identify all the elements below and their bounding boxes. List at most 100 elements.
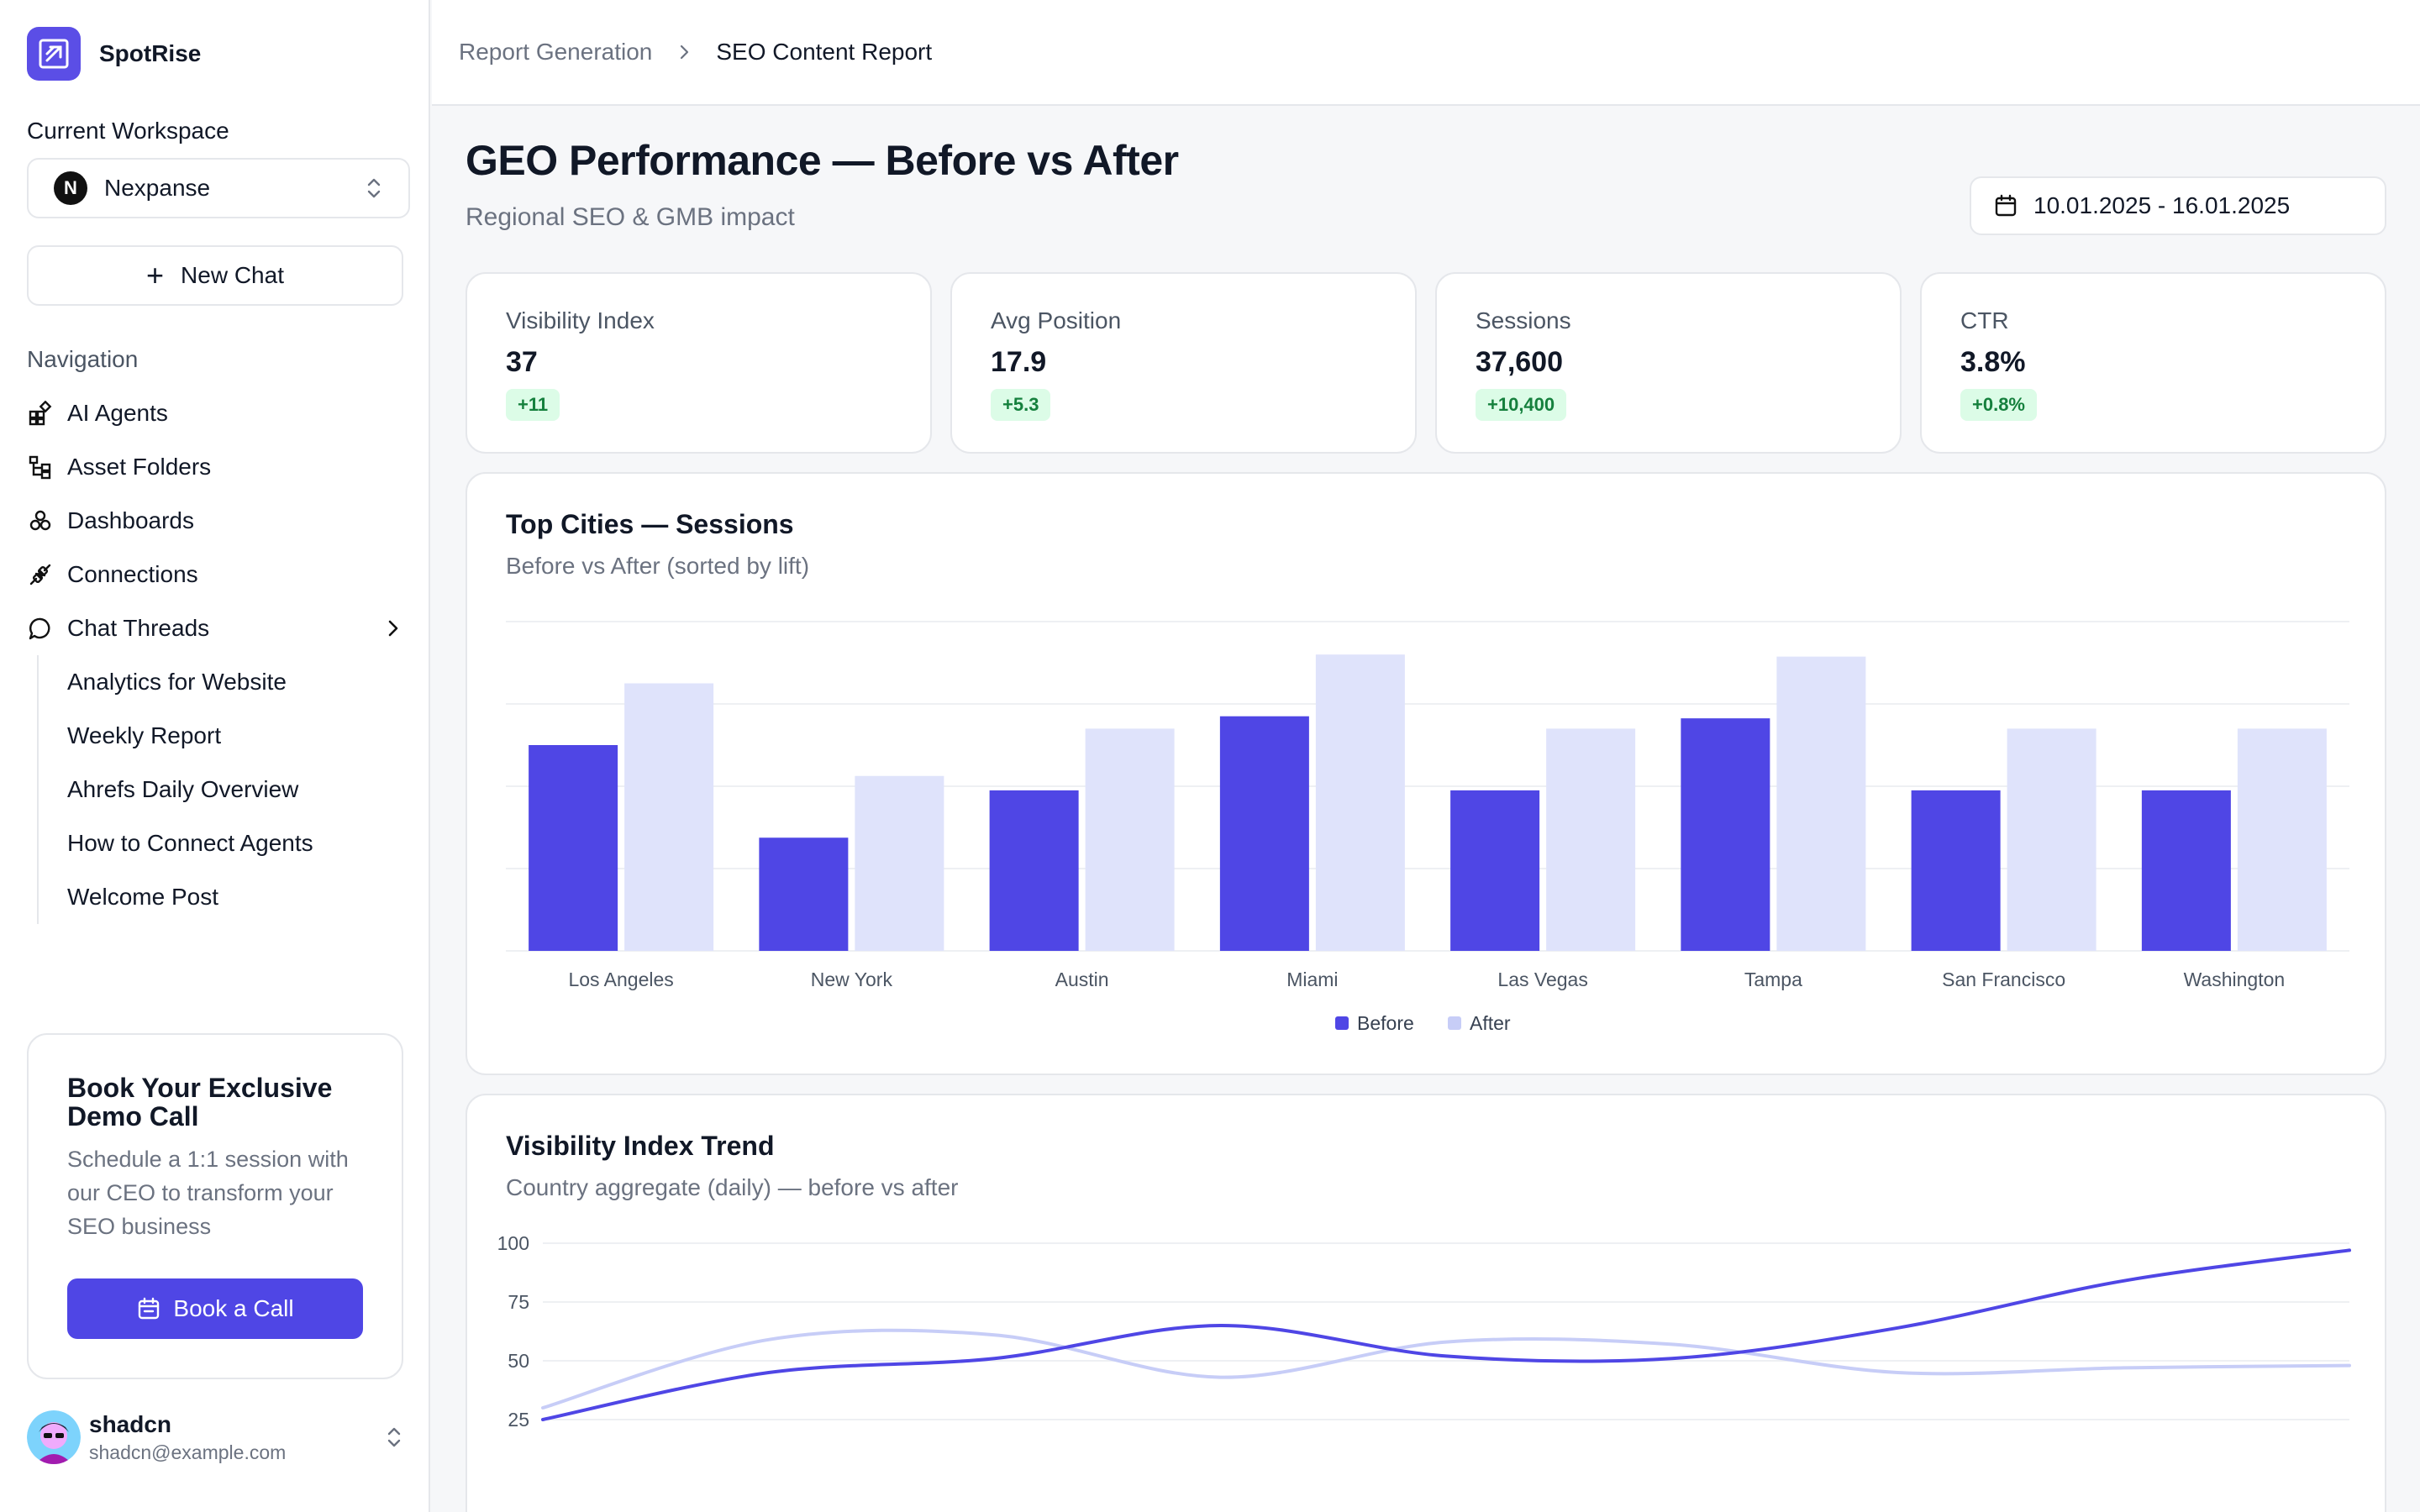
kpi-card-visibility: Visibility Index 37 +11 [466, 272, 932, 454]
bar-after [1085, 728, 1175, 951]
plug-icon [27, 561, 54, 588]
bar-before [529, 745, 618, 951]
kpi-value: 37 [506, 346, 538, 378]
plus-icon: + [146, 258, 165, 292]
x-tick-label: Los Angeles [568, 969, 673, 990]
chevrons-up-down-icon [367, 178, 381, 198]
kpi-delta-badge: +11 [506, 389, 560, 421]
user-menu[interactable]: shadcn shadcn@example.com [27, 1408, 403, 1467]
date-range-picker[interactable]: 10.01.2025 - 16.01.2025 [1970, 176, 2386, 235]
bar-before [759, 837, 849, 951]
x-tick-label: Washington [2184, 969, 2286, 990]
kpi-value: 37,600 [1476, 346, 1563, 378]
bar-before [1681, 718, 1770, 951]
chat-icon [27, 615, 54, 642]
top-cities-bar-chart: Los Angeles New York Austin Miami Las Vegas T… [506, 621, 2349, 1034]
calendar-icon [139, 1297, 160, 1320]
x-tick-label: San Francisco [1942, 969, 2065, 990]
visibility-trend-line-chart: 100 75 50 25 [497, 1232, 2351, 1431]
thread-item[interactable]: Analytics for Website [67, 669, 287, 695]
promo-card: Book Your Exclusive Demo Call Schedule a… [27, 1033, 403, 1379]
chart-subtitle: Country aggregate (daily) — before vs af… [506, 1174, 959, 1200]
thread-item[interactable]: Welcome Post [67, 884, 218, 910]
chart-title: Visibility Index Trend [506, 1131, 775, 1161]
nav-item-label: Connections [67, 561, 198, 587]
bar-after [1546, 728, 1636, 951]
line-series-after [541, 1328, 2351, 1410]
chart-subtitle: Before vs After (sorted by lift) [506, 553, 810, 579]
legend-label: Before [1357, 1012, 1414, 1034]
kpi-label: Avg Position [991, 307, 1122, 333]
promo-title: Book Your Exclusive Demo Call [67, 1073, 333, 1131]
date-range-value: 10.01.2025 - 16.01.2025 [2033, 192, 2291, 218]
kpi-delta-badge: +10,400 [1476, 389, 1567, 421]
chevron-right-icon [388, 620, 398, 637]
thread-item[interactable]: Weekly Report [67, 722, 222, 748]
kpi-label: Visibility Index [506, 307, 655, 333]
top-cities-chart-card: Top Cities — Sessions Before vs After (s… [466, 472, 2386, 1075]
book-call-label: Book a Call [173, 1295, 294, 1321]
legend-swatch [1335, 1016, 1349, 1030]
kpi-value: 3.8% [1960, 346, 2026, 378]
page-title: GEO Performance — Before vs After [466, 137, 1179, 184]
x-tick-label: Las Vegas [1497, 969, 1587, 990]
nav-item-asset-folders[interactable]: Asset Folders [27, 440, 403, 494]
bar-before [1219, 716, 1309, 951]
calendar-icon [1995, 194, 2017, 217]
y-tick-label: 50 [508, 1350, 529, 1372]
y-tick-label: 75 [508, 1291, 529, 1313]
thread-item[interactable]: Ahrefs Daily Overview [67, 776, 299, 802]
user-email: shadcn@example.com [89, 1441, 287, 1463]
nav-item-connections[interactable]: Connections [27, 548, 403, 601]
new-chat-button[interactable]: + New Chat [27, 245, 403, 306]
brand[interactable]: SpotRise [27, 27, 201, 81]
nav-item-label: Dashboards [67, 507, 194, 533]
folder-tree-icon [27, 454, 54, 480]
chevron-right-icon [681, 45, 689, 60]
new-chat-label: New Chat [181, 262, 284, 288]
legend-swatch [1448, 1016, 1461, 1030]
x-tick-label: Miami [1286, 969, 1338, 990]
bar-before [1911, 790, 2001, 951]
brand-logo-icon [27, 27, 81, 81]
y-tick-label: 25 [508, 1409, 529, 1431]
breadcrumb-parent[interactable]: Report Generation [459, 39, 653, 65]
bar-after [1776, 656, 1866, 951]
nav-item-dashboards[interactable]: Dashboards [27, 494, 403, 548]
workspace-avatar: N [54, 171, 87, 205]
sidebar: SpotRise Current Workspace N Nexpanse + … [0, 0, 430, 1512]
bar-after [855, 775, 944, 951]
bar-before [1450, 790, 1540, 951]
book-call-button[interactable]: Book a Call [67, 1278, 363, 1339]
legend-label: After [1470, 1012, 1511, 1034]
kpi-cards: Visibility Index 37 +11 Avg Position 17.… [466, 272, 2386, 454]
kpi-card-ctr: CTR 3.8% +0.8% [1920, 272, 2386, 454]
user-name: shadcn [89, 1410, 172, 1437]
nav-item-label: AI Agents [67, 400, 168, 426]
line-series-before [541, 1248, 2351, 1421]
chart-title: Top Cities — Sessions [506, 509, 794, 539]
kpi-delta-badge: +5.3 [991, 389, 1051, 421]
navigation-menu: AI Agents Asset Folders Dashboards Conne… [27, 386, 403, 655]
x-tick-label: Tampa [1744, 969, 1802, 990]
nav-item-ai-agents[interactable]: AI Agents [27, 386, 403, 440]
kpi-label: CTR [1960, 307, 2009, 333]
kpi-card-avg-position: Avg Position 17.9 +5.3 [950, 272, 1417, 454]
bar-after [2007, 728, 2096, 951]
thread-item[interactable]: How to Connect Agents [67, 830, 313, 856]
breadcrumb-current: SEO Content Report [716, 39, 933, 65]
navigation-label: Navigation [27, 346, 139, 372]
nav-item-chat-threads[interactable]: Chat Threads [27, 601, 403, 655]
bar-after [624, 683, 714, 951]
visibility-trend-chart-card: Visibility Index Trend Country aggregate… [466, 1094, 2386, 1512]
nav-item-label: Chat Threads [67, 615, 210, 641]
page-subtitle: Regional SEO & GMB impact [466, 203, 795, 231]
kpi-card-sessions: Sessions 37,600 +10,400 [1435, 272, 1902, 454]
x-tick-label: Austin [1055, 969, 1109, 990]
workspace-label: Current Workspace [27, 118, 229, 144]
bar-after [1315, 654, 1405, 951]
kpi-label: Sessions [1476, 307, 1571, 333]
workspace-selector[interactable]: N Nexpanse [27, 158, 410, 218]
kpi-value: 17.9 [991, 346, 1047, 378]
bar-before [989, 790, 1079, 951]
